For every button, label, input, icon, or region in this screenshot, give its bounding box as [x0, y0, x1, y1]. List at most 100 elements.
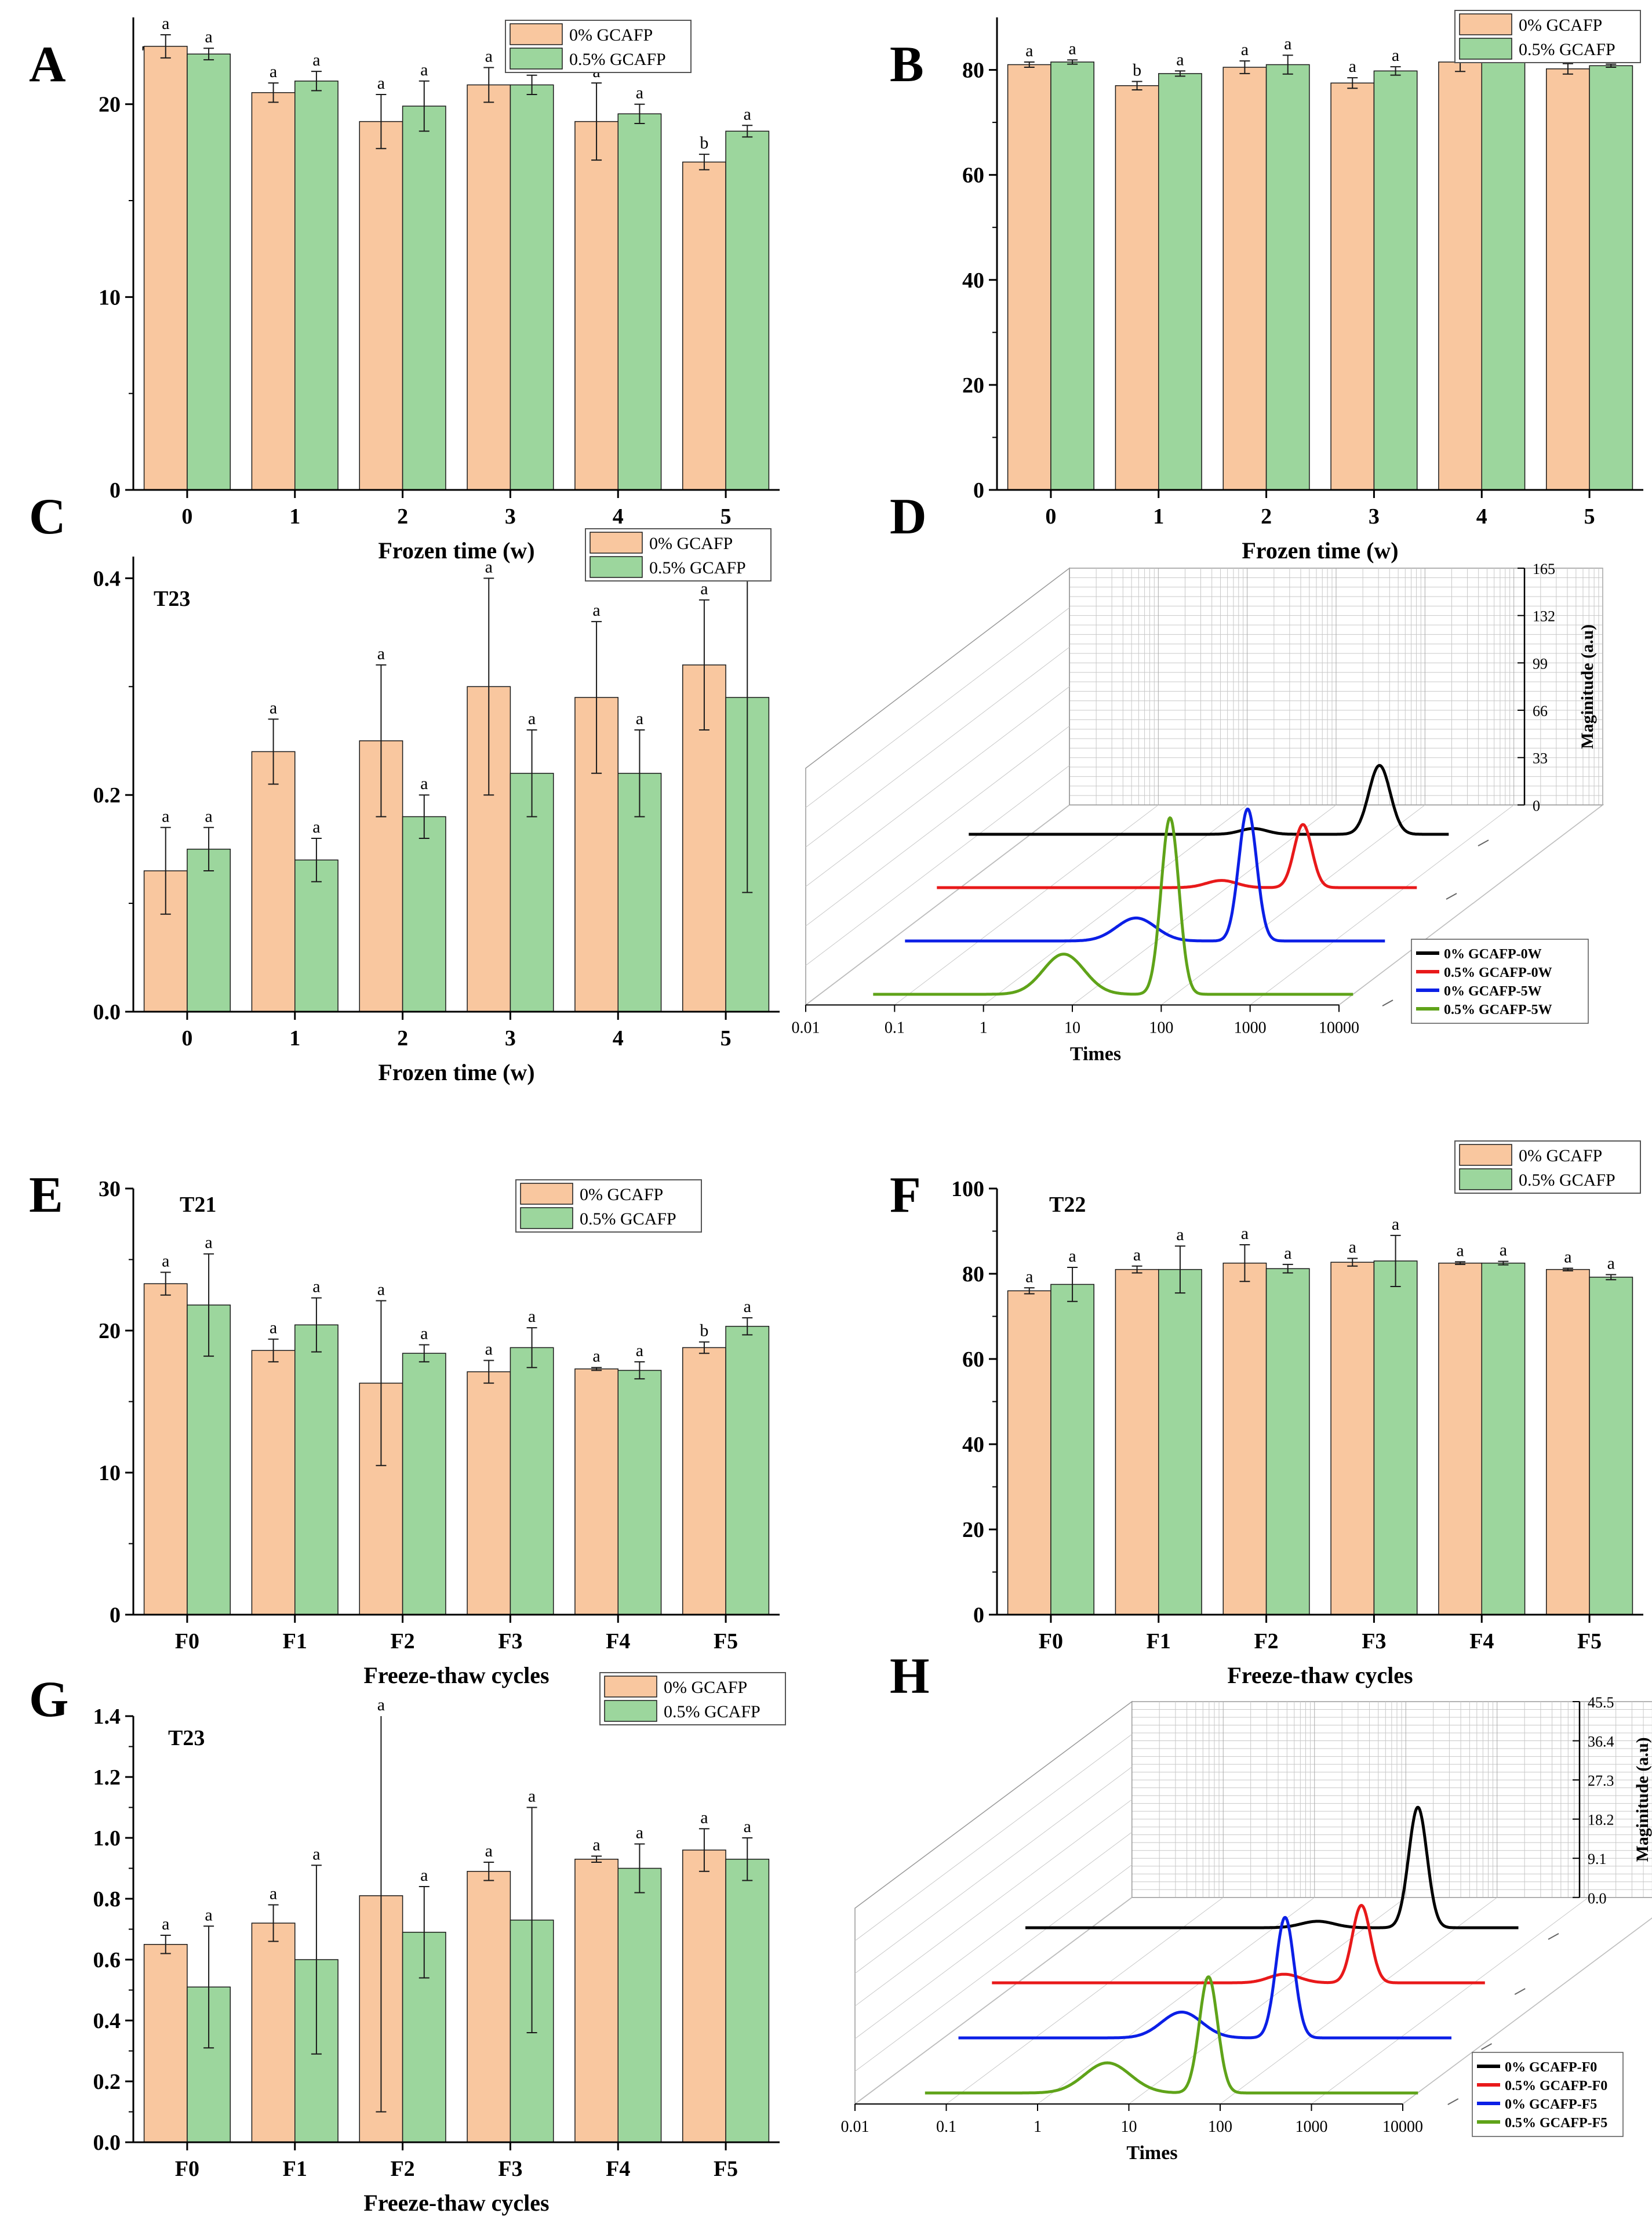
bar [1050, 61, 1094, 490]
x-axis-label: Frozen time (w) [378, 537, 534, 564]
bar [251, 1350, 296, 1615]
y-tick-label: 1.2 [93, 1765, 121, 1790]
bar [143, 46, 188, 490]
significance-letter: a [1349, 1238, 1356, 1257]
bar [402, 106, 446, 490]
bar [1481, 1262, 1526, 1615]
x-tick-label: F1 [1147, 1629, 1171, 1654]
bar [402, 816, 446, 1012]
significance-letter: a [377, 1695, 385, 1714]
y-tick-label: 0.8 [93, 1887, 121, 1912]
significance-letter: a [205, 1905, 212, 1924]
legend-label: 0.5% GCAFP [569, 50, 666, 69]
z-tick-label: 66 [1533, 703, 1548, 719]
chart-F: F T22 a a a a a a a a a a a a 0 20 40 60 80 100 F0 F1 F2 F3 F4 F5… [890, 1140, 1643, 1688]
bar [510, 1347, 554, 1615]
series-line [958, 1916, 1453, 2040]
significance-letter: a [744, 104, 751, 123]
x-tick-label: F3 [498, 2157, 522, 2181]
legend: 0% GCAFP 0.5% GCAFP [1454, 10, 1641, 63]
x-tick-label: 10 [1064, 1019, 1080, 1037]
legend-label: 0.5% GCAFP [664, 1702, 760, 1721]
y-tick-label: 1.0 [93, 1826, 121, 1851]
x-tick-label: F0 [175, 2157, 199, 2181]
legend: 0% GCAFP 0.5% GCAFP [585, 528, 772, 582]
legend-label: 0% GCAFP [649, 534, 733, 553]
significance-letter: a [312, 50, 320, 70]
y-tick-label: 0 [973, 1603, 984, 1627]
grid-line [854, 1734, 1133, 1941]
x-tick-label: 5 [721, 504, 732, 529]
legend-label: 0% GCAFP [580, 1185, 663, 1204]
bar [467, 1871, 511, 2143]
significance-letter: b [700, 133, 708, 152]
x-tick-label: 3 [505, 1026, 516, 1051]
significance-letter: a [270, 1884, 277, 1903]
z-axis-label: Maginitude (a.u) [1578, 624, 1597, 749]
bar [725, 1325, 770, 1615]
bar [1589, 65, 1633, 490]
y-tick-label: 0.0 [93, 1000, 121, 1024]
legend-swatch [1459, 1144, 1512, 1166]
significance-letter: a [377, 74, 385, 93]
legend-label: 0.5% GCAFP [1519, 40, 1615, 59]
legend-label: 0.5% GCAFP [649, 558, 746, 577]
legend: 0% GCAFP-0W 0.5% GCAFP-0W 0% GCAFP-5W 0.5% … [1411, 939, 1589, 1024]
significance-letter: a [312, 1277, 320, 1296]
legend-swatch [604, 1700, 657, 1722]
bar [617, 1369, 662, 1615]
significance-letter: a [1564, 1247, 1571, 1266]
bar [725, 130, 770, 490]
bar [467, 84, 511, 490]
series-line [968, 764, 1450, 836]
x-tick-label: F4 [1469, 1629, 1494, 1654]
x-axis-label: Frozen time (w) [1242, 537, 1398, 564]
x-tick-label: 0.01 [841, 2118, 869, 2136]
significance-letter: a [1068, 39, 1076, 58]
x-tick-label: F3 [1362, 1629, 1386, 1654]
significance-letter: a [1392, 1215, 1399, 1234]
grid-line [805, 646, 1070, 848]
x-tick-label: 2 [397, 504, 408, 529]
series-line [1024, 1805, 1519, 1929]
bar [1438, 1262, 1483, 1615]
chart-H: 0.0 9.1 18.2 27.3 36.4 45.5 Maginitude (a.u) 0.… [841, 1648, 1652, 2164]
series-line [872, 816, 1354, 996]
legend-swatch [1459, 1168, 1512, 1190]
x-tick-label: 1 [980, 1019, 988, 1037]
z-tick-label: 18.2 [1588, 1812, 1614, 1829]
x-tick-label: 0 [1045, 504, 1056, 529]
grid-line [1037, 1897, 1315, 2105]
panel-letter: B [890, 37, 924, 93]
y-tick-label: 10 [99, 285, 121, 310]
significance-letter: a [162, 1914, 169, 1934]
x-tick-label: F5 [714, 1629, 738, 1654]
grid-line [805, 765, 1070, 966]
legend: 0% GCAFP 0.5% GCAFP [1454, 1140, 1641, 1194]
grid-line [1402, 1917, 1652, 2105]
y-tick-label: 10 [99, 1461, 121, 1485]
bar [1007, 64, 1051, 490]
significance-letter: a [744, 1297, 751, 1316]
significance-letter: a [270, 62, 277, 81]
bar [467, 1371, 511, 1615]
depth-tick [1446, 893, 1457, 900]
grid-line [805, 607, 1070, 808]
legend-label: 0% GCAFP-F0 [1505, 2060, 1597, 2075]
legend: 0% GCAFP 0.5% GCAFP [515, 1179, 702, 1233]
grid-line [894, 805, 1159, 1005]
x-tick-label: F4 [606, 2157, 630, 2181]
significance-letter: a [312, 817, 320, 837]
bar [1481, 57, 1526, 490]
legend-label: 0.5% GCAFP-F5 [1505, 2116, 1607, 2131]
chart-title: T21 [180, 1193, 216, 1217]
legend-box [1411, 939, 1589, 1024]
significance-letter: a [1068, 1247, 1076, 1266]
legend-label: 0% GCAFP [664, 1678, 747, 1697]
bar [682, 1849, 726, 2143]
z-tick-label: 165 [1533, 561, 1555, 577]
z-tick-label: 33 [1533, 750, 1548, 767]
grid-line [1129, 1897, 1406, 2105]
x-tick-label: F0 [175, 1629, 199, 1654]
